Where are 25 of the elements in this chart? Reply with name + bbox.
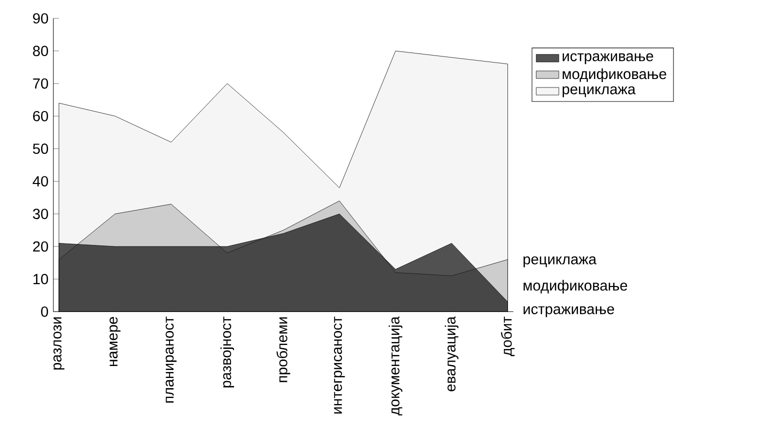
text: модификовање	[524, 280, 628, 294]
legend-label: рециклажа	[562, 86, 636, 98]
y-tick-label: 60	[33, 110, 48, 122]
x-tick-label: разлози	[54, 317, 64, 370]
x-tick-label: интегрисаност	[334, 316, 345, 414]
x-tick-label: проблеми	[276, 317, 290, 382]
y-tick-label: 10	[33, 274, 48, 284]
x-tick-label: евалуација	[444, 316, 458, 392]
text: рециклажа	[524, 256, 597, 268]
legend-label: истраживање	[562, 53, 654, 64]
x-tick-label: намере	[110, 317, 120, 366]
x-tick-label: развојност	[220, 316, 234, 388]
text: истраживање	[524, 306, 614, 318]
legend-label: модификовање	[562, 68, 666, 82]
y-tick-label: 40	[32, 176, 48, 186]
y-tick-label: 0	[41, 306, 48, 317]
x-tick-label: документација	[388, 316, 402, 416]
y-tick-label: 80	[33, 46, 48, 56]
y-tick-label: 70	[33, 78, 48, 89]
x-tick-label: добит	[500, 316, 515, 356]
y-tick-label: 20	[33, 241, 48, 252]
y-tick-label: 50	[32, 144, 48, 154]
y-tick-label: 90	[33, 13, 48, 24]
y-tick-label: 30	[32, 208, 48, 220]
x-tick-label: планираност	[166, 316, 177, 403]
